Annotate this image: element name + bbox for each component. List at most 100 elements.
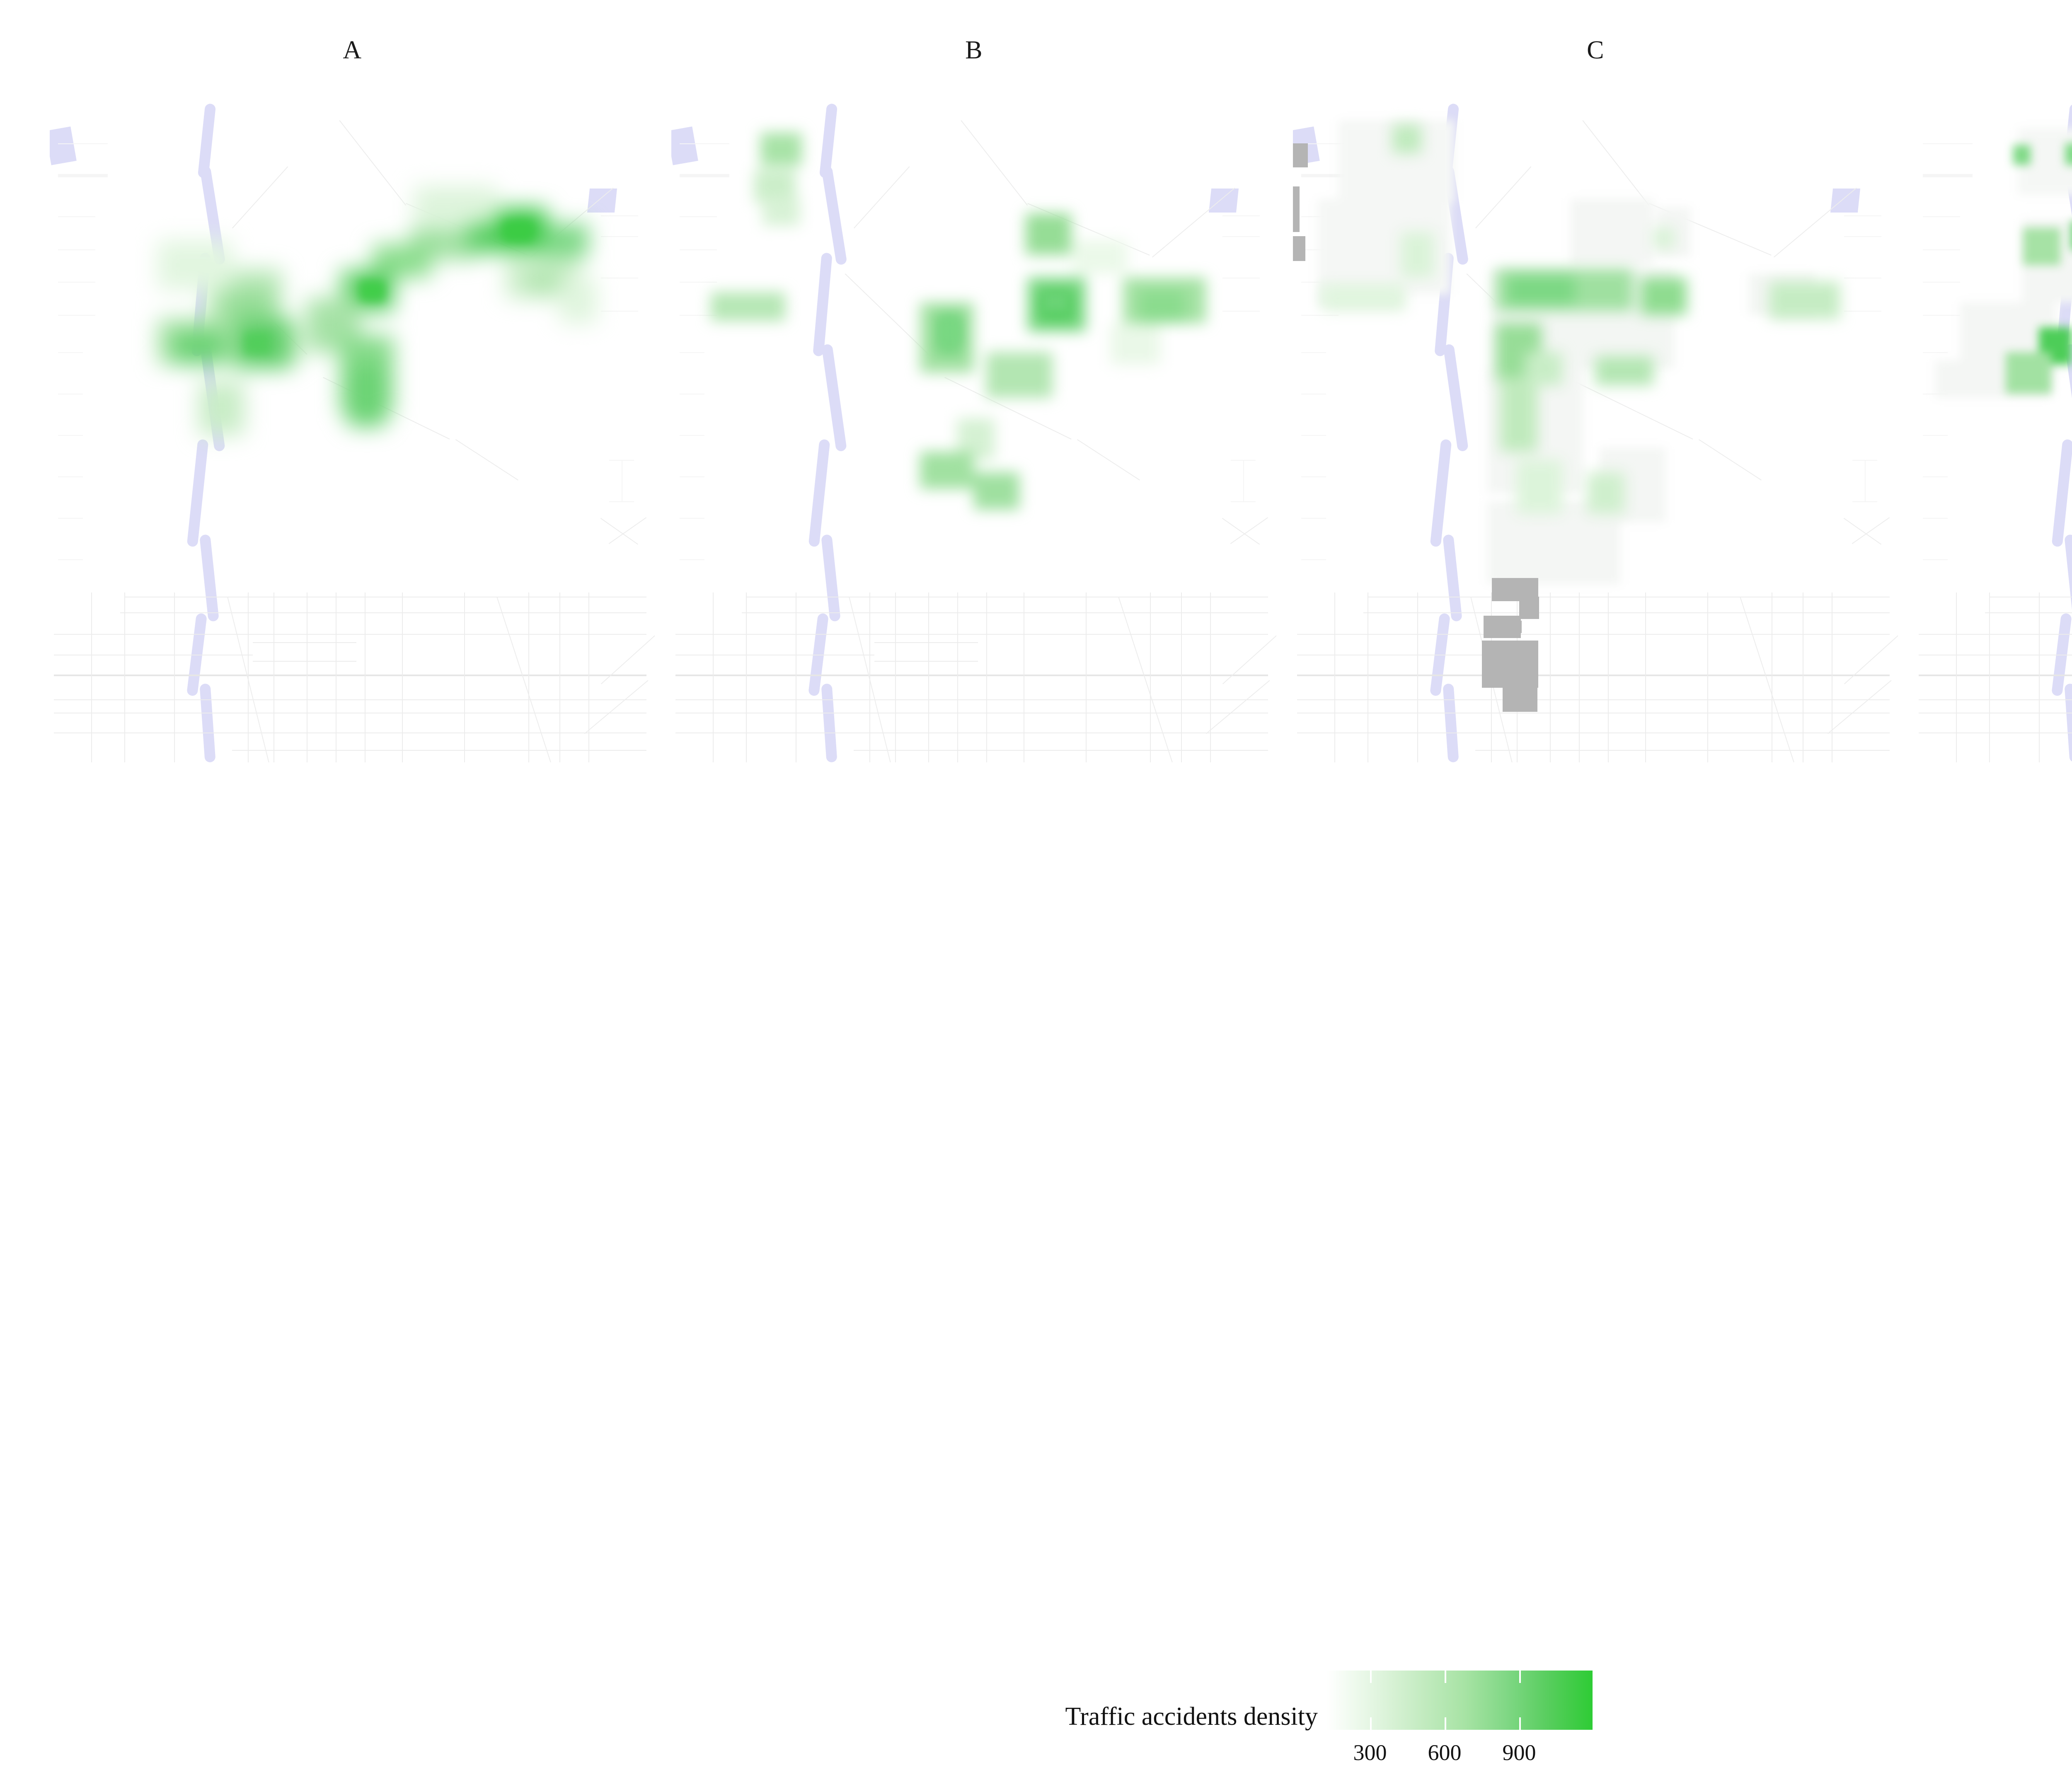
density-raster-b-detail [671, 104, 1276, 762]
street-line [854, 750, 1268, 751]
street-line [1301, 559, 1326, 560]
no-data-polygon [1293, 186, 1300, 232]
street-line [1301, 518, 1326, 519]
street-line [1297, 675, 1890, 676]
street-line [124, 592, 125, 762]
street-line [680, 435, 704, 436]
no-data-polygon [1492, 621, 1522, 633]
street-line [58, 476, 83, 477]
street-line [528, 592, 529, 762]
street-line [232, 750, 646, 751]
street-line [1608, 592, 1609, 762]
legend-title: Traffic accidents density [1065, 1702, 1318, 1731]
street-line [1989, 592, 1990, 762]
street-line [1231, 501, 1256, 502]
street-line [1210, 592, 1211, 762]
street-line [58, 143, 108, 144]
street-line [58, 435, 83, 436]
street-line [559, 592, 560, 762]
street-line [54, 699, 646, 700]
street-line [1844, 311, 1881, 312]
street-line [1923, 143, 1973, 144]
street-line [58, 249, 95, 250]
street-line [58, 352, 83, 353]
street-line [1645, 592, 1646, 762]
street-line [58, 315, 95, 316]
no-data-polygon [1293, 143, 1308, 167]
street-line [680, 143, 729, 144]
street-line [1150, 592, 1151, 762]
street-line [464, 592, 465, 762]
basemap-d [1915, 104, 2072, 762]
street-line [1301, 315, 1339, 316]
street-line [588, 592, 589, 762]
panel-label-d: D [1915, 37, 2072, 63]
street-line [58, 216, 95, 217]
street-line [609, 501, 634, 502]
street-line [1865, 460, 1866, 501]
panel-b[interactable] [671, 104, 1276, 762]
panel-c[interactable] [1293, 104, 1898, 762]
street-line [1923, 249, 1960, 250]
street-line [1181, 592, 1182, 762]
street-line [1707, 592, 1708, 762]
street-line [1301, 143, 1351, 144]
street-line [2039, 592, 2040, 762]
panel-a[interactable] [50, 104, 655, 762]
street-line [1985, 612, 2072, 613]
street-line [1579, 592, 1580, 762]
street-line [54, 675, 646, 676]
density-colorbar[interactable] [1327, 1671, 1593, 1730]
density-raster-a [50, 104, 655, 762]
no-data-polygon [1293, 236, 1305, 261]
map-a [50, 104, 655, 762]
street-line [1475, 750, 1890, 751]
street-line [1301, 435, 1326, 436]
no-data-polygon [1503, 686, 1537, 712]
figure-canvas: A [0, 36, 2072, 1764]
colorbar-tick-900 [1519, 1717, 1521, 1730]
street-line [253, 642, 356, 643]
colorbar-tick-600 [1445, 1717, 1446, 1730]
panel-label-a: A [343, 36, 362, 64]
colorbar-label-600: 600 [1428, 1740, 1462, 1765]
colorbar-tick-600 [1445, 1671, 1446, 1683]
street-line [680, 518, 704, 519]
map-d [1915, 104, 2072, 762]
panel-d[interactable] [1915, 104, 2072, 762]
street-line [675, 699, 1268, 700]
street-line [1923, 315, 1960, 316]
colorbar-label-900: 900 [1502, 1740, 1536, 1765]
street-line [1301, 476, 1326, 477]
street-line [1852, 501, 1877, 502]
street-line [1923, 476, 1948, 477]
street-line [1956, 592, 1957, 762]
street-line [986, 592, 987, 762]
street-line [874, 642, 978, 643]
legend: Traffic accidents density 300 600 900 [0, 829, 2072, 1764]
street-line [1919, 675, 2072, 676]
street-line [58, 518, 83, 519]
street-line [675, 634, 1268, 635]
street-line [895, 592, 896, 762]
street-line [58, 282, 95, 283]
street-line [601, 236, 638, 237]
street-line [1919, 634, 2072, 635]
street-line [1550, 592, 1551, 762]
street-line [1222, 215, 1260, 216]
street-line [680, 216, 717, 217]
street-line [1844, 215, 1881, 216]
map-c [1293, 104, 1898, 762]
street-line [601, 215, 638, 216]
street-line [1297, 634, 1890, 635]
street-line [680, 282, 717, 283]
density-raster-a-detail [50, 104, 655, 762]
street-line [365, 592, 366, 762]
street-line [680, 476, 704, 477]
street-line [1919, 699, 2072, 700]
street-line [1334, 592, 1335, 762]
street-line [58, 559, 83, 560]
street-line [1297, 699, 1890, 700]
panel-label-b: B [965, 36, 983, 64]
street-line [713, 592, 714, 762]
